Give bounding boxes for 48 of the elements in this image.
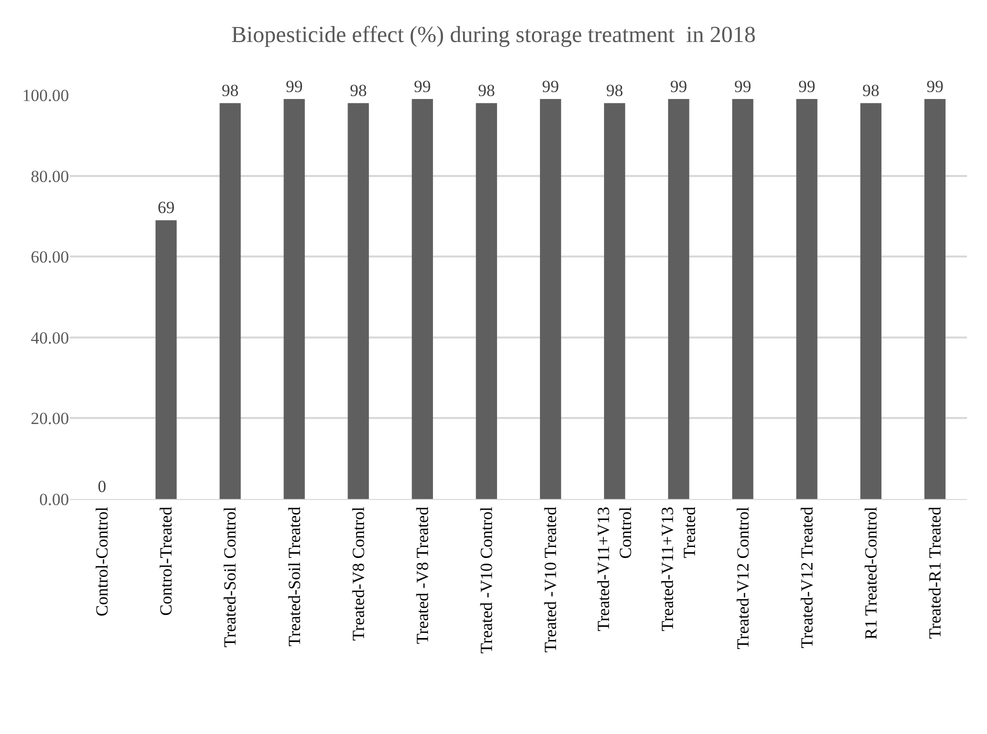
x-tick-label: Control-Treated: [156, 506, 176, 616]
bar: [540, 99, 562, 499]
x-tick-label: Treated-Soil Control: [220, 506, 240, 648]
data-label: 0: [98, 477, 106, 496]
x-tick-label: R1 Treated-Control: [861, 506, 880, 640]
chart-title: Biopesticide effect (%) during storage treatment in 2018: [231, 22, 756, 47]
data-label: 98: [478, 81, 495, 100]
x-tick-label: Treated-R1 Treated: [925, 506, 944, 639]
y-tick-label: 80.00: [30, 166, 69, 186]
x-tick-label: Treated-V12 Control: [733, 506, 752, 650]
bar: [284, 99, 305, 499]
data-label: 98: [222, 81, 239, 100]
data-label: 98: [606, 81, 624, 100]
x-tick-label: Control-Control: [92, 506, 112, 616]
data-label: 98: [350, 81, 367, 100]
x-tick-label: Treated-V8 Control: [348, 506, 368, 641]
x-tick-label: Treated-Soil Treated: [284, 506, 304, 646]
bar: [412, 99, 433, 499]
y-tick-label: 40.00: [30, 328, 69, 348]
y-tick-label: 20.00: [30, 409, 69, 428]
data-label: 99: [542, 77, 560, 96]
bar: [860, 103, 882, 499]
x-tick-label: Treated -V10 Control: [476, 506, 496, 654]
data-label: 99: [414, 77, 431, 96]
data-label: 99: [286, 77, 303, 96]
bar: [476, 103, 498, 499]
x-tick-label: Treated-V12 Treated: [797, 506, 816, 648]
x-tick-label: Treated-V11+V13 Treated: [658, 506, 700, 632]
y-tick-label: 100.00: [22, 86, 69, 105]
data-label: 99: [926, 77, 944, 96]
x-tick-label: Treated-V11+V13 Control: [594, 506, 636, 632]
x-tick-label: Treated -V10 Treated: [541, 506, 560, 653]
data-label: 69: [158, 198, 175, 218]
bar: [796, 99, 818, 499]
y-tick-label: 60.00: [30, 248, 69, 267]
x-tick-label: Treated -V8 Treated: [412, 506, 432, 644]
data-label: 99: [670, 77, 688, 96]
data-label: 99: [734, 77, 752, 96]
bar: [668, 99, 690, 499]
data-label: 98: [862, 81, 880, 100]
bar: [732, 99, 754, 499]
bar: [220, 103, 241, 499]
bar: [924, 99, 946, 499]
bar: [604, 103, 626, 499]
bar: [156, 220, 177, 499]
bar: [348, 103, 369, 499]
y-tick-label: 0.00: [39, 490, 69, 509]
data-label: 99: [798, 77, 816, 96]
